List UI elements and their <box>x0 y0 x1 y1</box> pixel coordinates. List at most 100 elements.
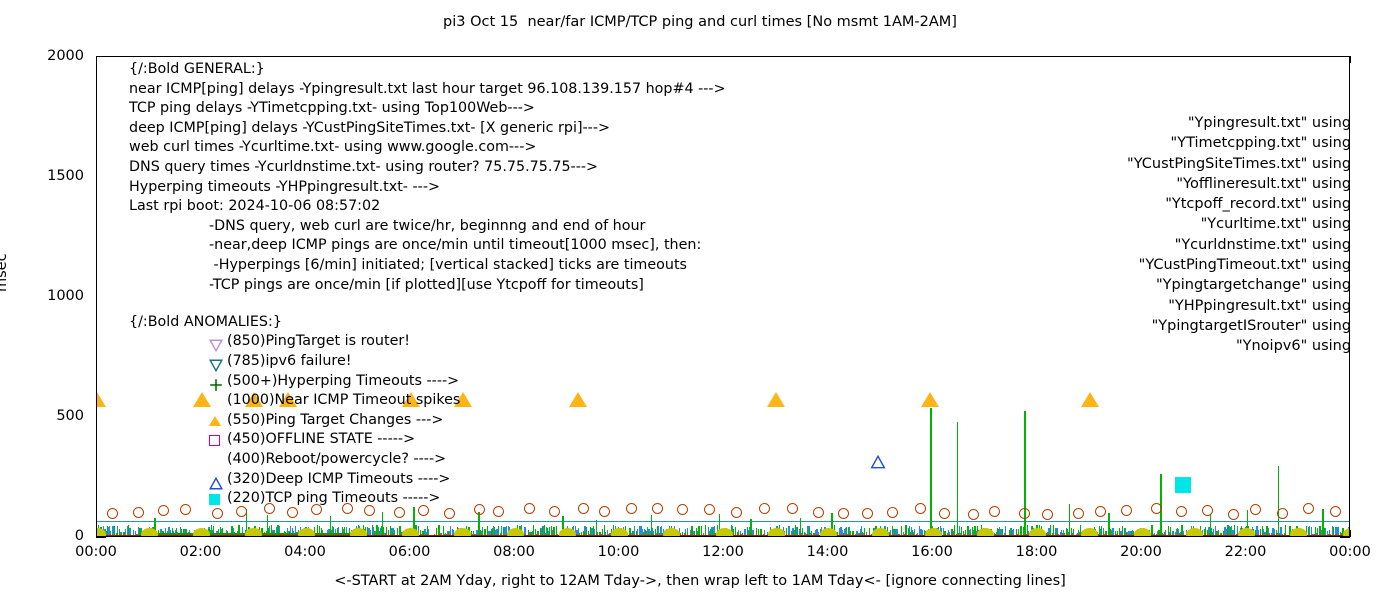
tcp-ping-trace-tick <box>380 526 383 536</box>
tcp-ping-trace-tick <box>1169 526 1172 536</box>
curltime-point <box>364 504 376 516</box>
tcp-ping-trace-tick <box>316 525 318 536</box>
legend-item[interactable]: "YpingtargetISrouter" using 1:2 <box>1057 318 1349 338</box>
tcp-ping-trace-tick <box>1103 531 1105 536</box>
legend-item[interactable]: "Ytcpoff_record.txt" using 1:2 <box>1057 196 1349 216</box>
curldnstime-point <box>245 528 263 536</box>
deep-icmp-trace-tick <box>1125 527 1127 536</box>
deep-icmp-trace-tick <box>917 532 919 536</box>
general-line-1: TCP ping delays -YTimetcpping.txt- using… <box>129 100 535 117</box>
deep-icmp-trace-tick <box>1302 535 1305 536</box>
deep-icmp-trace-tick <box>504 526 506 536</box>
deep-icmp-trace-tick <box>1165 536 1166 537</box>
deep-icmp-trace-tick <box>453 529 455 536</box>
deep-icmp-trace-tick <box>1019 533 1021 536</box>
deep-icmp-trace-tick <box>371 535 373 536</box>
deep-icmp-trace-tick <box>242 527 244 536</box>
tcp-ping-trace-tick <box>422 530 424 536</box>
deep-icmp-trace-tick <box>901 536 902 537</box>
anomaly-marker-2 <box>209 377 223 396</box>
deep-icmp-trace-tick <box>1042 535 1044 536</box>
tcp-ping-trace-tick <box>1307 527 1310 536</box>
legend-item[interactable]: "Ycurldnstime.txt" using 1:2 <box>1057 236 1350 257</box>
tcp-ping-trace-tick <box>390 525 392 536</box>
tcp-ping-trace-tick <box>661 532 663 536</box>
general-line-5: Hyperping timeouts -YHPpingresult.txt- -… <box>129 178 440 195</box>
anomaly-marker-5 <box>209 435 220 447</box>
tcp-ping-trace-tick <box>1167 526 1169 536</box>
legend-item-label: "Ycurldnstime.txt" using 1:2 <box>1174 236 1350 253</box>
legend-item-label: "YCustPingSiteTimes.txt" using 1:2 <box>1127 155 1350 172</box>
legend-item[interactable]: "YTimetcpping.txt" using 1:2 <box>1057 135 1349 155</box>
x-tick-mark <box>1350 530 1351 537</box>
tcp-ping-trace-tick <box>1070 527 1073 536</box>
tcp-ping-trace-tick <box>811 531 813 536</box>
tcp-ping-trace-tick <box>1284 524 1287 536</box>
deep-icmp-trace-tick <box>346 527 348 536</box>
x-tick-label: 22:00 <box>1224 544 1267 560</box>
general-note-1: -near,deep ICMP pings are once/min until… <box>209 237 702 254</box>
deep-icmp-trace-tick <box>373 526 375 536</box>
curltime-point <box>1176 506 1188 518</box>
legend-item[interactable]: "Ynoipv6" using 1:2 <box>1057 338 1349 358</box>
pingtargetchange-marker <box>767 392 786 407</box>
tcp-ping-trace-tick <box>1151 525 1153 536</box>
deep-icmp-trace-tick <box>1283 533 1285 536</box>
deep-icmp-trace-tick <box>1267 527 1269 536</box>
tcp-ping-spike <box>1322 509 1324 536</box>
tcp-ping-spike <box>718 514 721 536</box>
deep-icmp-trace-tick <box>1304 535 1306 536</box>
curltime-point <box>1227 508 1239 520</box>
tcp-ping-trace-tick <box>691 525 693 536</box>
legend-item[interactable]: "YHPpingresult.txt" using 1:2 <box>1057 298 1349 318</box>
tcp-ping-trace-tick <box>367 526 369 536</box>
legend-item[interactable]: "Ypingresult.txt" using 1:2 <box>1057 115 1349 135</box>
deep-icmp-trace-tick <box>1067 531 1069 536</box>
tcp-ping-trace-tick <box>295 533 298 536</box>
curltime-point <box>417 505 429 517</box>
curltime-point <box>523 503 535 515</box>
curldnstime-point <box>976 528 994 536</box>
tcp-ping-trace-tick <box>746 526 748 536</box>
legend-item[interactable]: "YCustPingSiteTimes.txt" using 1:2 <box>1057 155 1350 176</box>
tcp-ping-trace-tick <box>1082 536 1083 537</box>
tcp-ping-trace-tick <box>587 530 590 536</box>
tcp-ping-trace-tick <box>855 536 856 537</box>
tcp-ping-trace-tick <box>114 526 116 536</box>
legend-item[interactable]: "YCustPingTimeout.txt" using 1:2 <box>1057 257 1349 277</box>
deep-icmp-trace-tick <box>1059 532 1061 536</box>
legend-item[interactable]: "Yofflineresult.txt" using 1:2 <box>1057 176 1349 196</box>
tcp-ping-spike <box>381 511 384 536</box>
deep-icmp-trace-tick <box>816 528 818 536</box>
deep-icmp-trace-tick <box>1013 528 1015 536</box>
legend-item[interactable]: "Ypingtargetchange" using 1:2 <box>1057 277 1349 297</box>
deep-icmp-trace-tick <box>342 528 345 536</box>
deep-icmp-trace-tick <box>499 532 501 536</box>
tcp-ping-trace-tick <box>1011 528 1013 536</box>
tcp-ping-trace-tick <box>537 531 539 536</box>
deep-icmp-trace-tick <box>856 530 858 536</box>
legend-item[interactable]: "Ycurltime.txt" using 1:2 <box>1057 216 1349 236</box>
curltime-point <box>1041 508 1053 520</box>
tcp-ping-trace-tick <box>696 528 698 536</box>
tcp-ping-trace-tick <box>693 530 695 536</box>
deep-icmp-trace-tick <box>1336 527 1338 536</box>
tcp-ping-trace-tick <box>118 528 120 536</box>
deep-icmp-trace-tick <box>1045 536 1046 537</box>
tcp-ping-trace-tick <box>684 531 686 536</box>
deep-icmp-trace-tick <box>1334 527 1337 536</box>
tcp-ping-trace-tick <box>1126 531 1128 536</box>
tcp-ping-trace-tick <box>1027 525 1029 536</box>
deep-icmp-trace-tick <box>106 530 108 536</box>
tcp-ping-trace-tick <box>774 536 775 537</box>
tcp-ping-trace-tick <box>383 526 385 536</box>
deep-icmp-trace-tick <box>864 536 865 537</box>
tcp-ping-trace-tick <box>123 532 125 536</box>
curltime-point <box>473 503 485 515</box>
tcp-ping-trace-tick <box>748 531 751 536</box>
y-tick-label: 0 <box>74 528 84 544</box>
tcp-ping-trace-tick <box>1218 529 1220 536</box>
tcp-ping-trace-tick <box>1271 532 1273 536</box>
deep-icmp-trace-tick <box>914 529 916 536</box>
tcp-ping-trace-tick <box>794 524 797 536</box>
